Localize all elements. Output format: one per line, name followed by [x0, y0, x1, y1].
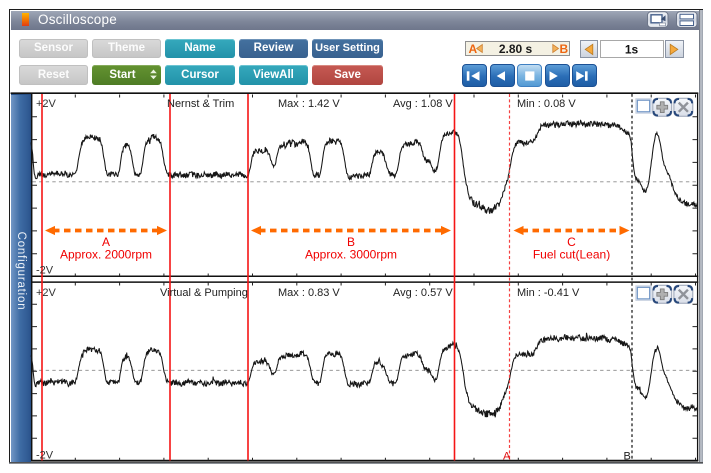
svg-text:+2V: +2V — [36, 287, 57, 299]
svg-text:A: A — [503, 451, 511, 463]
svg-text:B: B — [624, 451, 631, 463]
svg-text:Max : 0.83 V: Max : 0.83 V — [278, 287, 340, 299]
svg-text:+2V: +2V — [36, 98, 57, 110]
svg-text:Approx. 2000rpm: Approx. 2000rpm — [60, 248, 152, 262]
svg-text:B: B — [347, 235, 355, 249]
svg-text:Max : 1.42 V: Max : 1.42 V — [278, 98, 340, 110]
svg-text:Min : -0.41 V: Min : -0.41 V — [517, 287, 580, 299]
svg-text:1s: 1s — [625, 42, 639, 56]
svg-text:Approx. 3000rpm: Approx. 3000rpm — [305, 248, 397, 262]
svg-text:Avg : 0.57 V: Avg : 0.57 V — [393, 287, 453, 299]
svg-text:A: A — [469, 42, 478, 56]
svg-text:-2V: -2V — [36, 450, 54, 462]
svg-text:Virtual & Pumping: Virtual & Pumping — [160, 287, 248, 299]
svg-text:Min : 0.08 V: Min : 0.08 V — [517, 98, 576, 110]
svg-text:Nernst & Trim: Nernst & Trim — [167, 98, 234, 110]
svg-text:Fuel cut(Lean): Fuel cut(Lean) — [533, 248, 610, 262]
svg-text:2.80 s: 2.80 s — [499, 42, 533, 56]
svg-text:C: C — [567, 235, 576, 249]
svg-text:-2V: -2V — [36, 265, 54, 277]
svg-text:Avg : 1.08 V: Avg : 1.08 V — [393, 98, 453, 110]
svg-text:B: B — [560, 42, 569, 56]
svg-text:A: A — [102, 235, 110, 249]
